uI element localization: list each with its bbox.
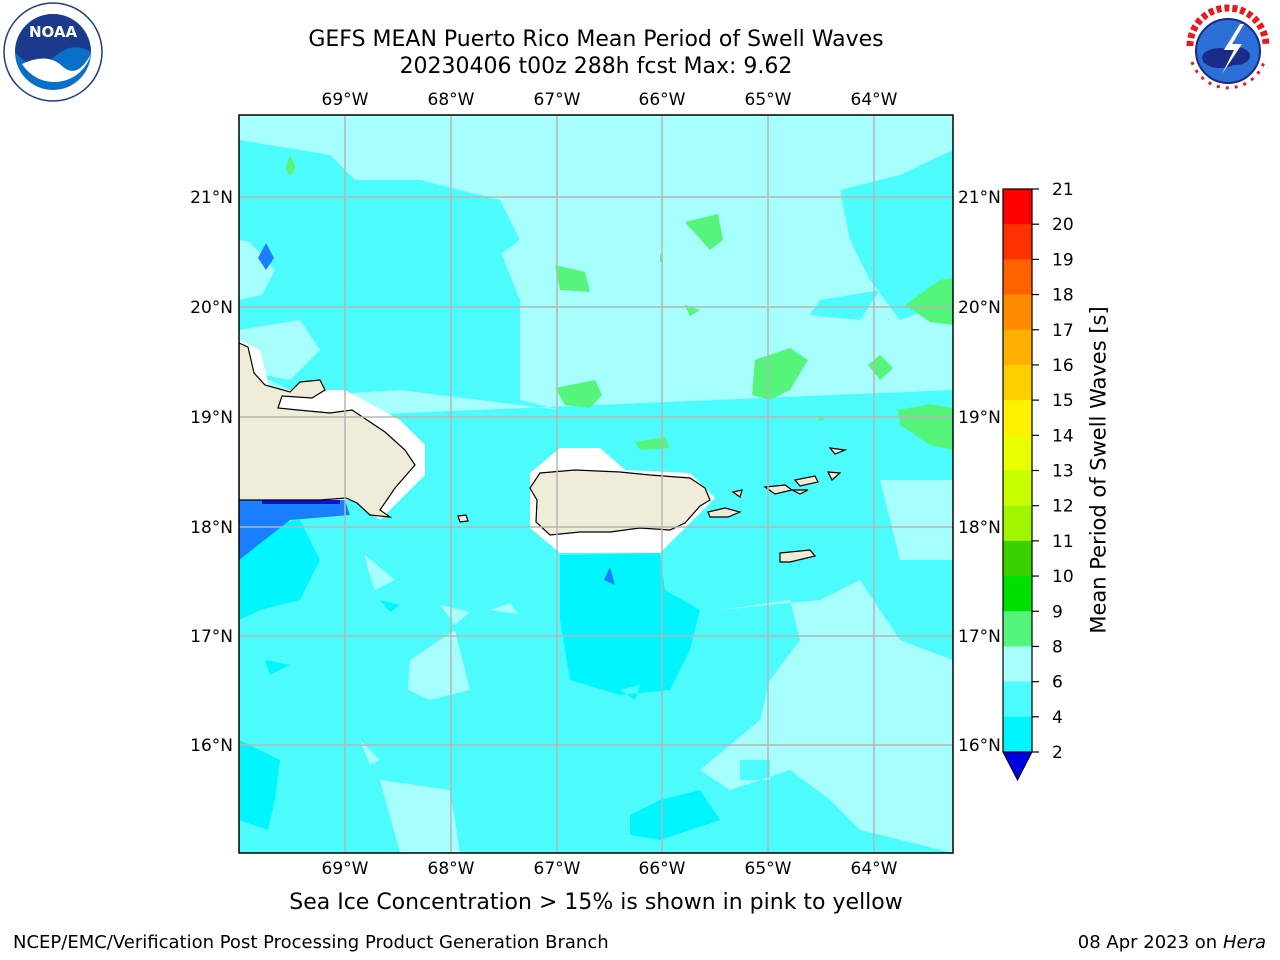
map-gridlines: [239, 115, 953, 853]
lat-label-right: 20°N: [958, 298, 1001, 318]
colorbar-segment: [1003, 364, 1032, 401]
svg-text:NOAA: NOAA: [29, 23, 78, 41]
lon-label-top: 66°W: [639, 90, 686, 110]
axis-tick-labels: 69°W 69°W 68°W 68°W 67°W 67°W 66°W 66°W 65°W 65°W…: [190, 90, 1001, 879]
lat-label-right: 19°N: [958, 408, 1001, 428]
lon-label-top: 65°W: [745, 90, 792, 110]
nws-logo: [1181, 4, 1275, 98]
colorbar-tick-label: 15: [1052, 391, 1074, 411]
lon-label-bottom: 67°W: [534, 859, 581, 879]
lon-label-top: 64°W: [851, 90, 898, 110]
colorbar: 21 20 19 18 17 16 15 14 13 12 11 10 9 8 6 4 2: [1002, 180, 1074, 782]
colorbar-segment: [1003, 189, 1032, 225]
colorbar-segment: [1003, 716, 1032, 753]
colorbar-segment: [1003, 505, 1032, 542]
colorbar-segment: [1003, 646, 1032, 683]
lon-label-bottom: 68°W: [428, 859, 475, 879]
lat-label-right: 21°N: [958, 188, 1001, 208]
lat-label-left: 21°N: [190, 188, 233, 208]
map-frame: [238, 114, 954, 854]
footer-date: 08 Apr 2023 on Hera: [1078, 932, 1266, 953]
small-islands: [457, 447, 848, 563]
lat-label-left: 17°N: [190, 627, 233, 647]
lon-label-bottom: 64°W: [851, 859, 898, 879]
colorbar-tick-label: 16: [1052, 356, 1074, 376]
colorbar-tick-label: 6: [1052, 673, 1063, 693]
lon-label-top: 67°W: [534, 90, 581, 110]
colorbar-segment: [1003, 259, 1032, 296]
swell-period-field: [239, 115, 953, 853]
colorbar-segment: [1003, 294, 1032, 331]
ocean-region-4-6s: [239, 520, 720, 840]
colorbar-tick-label: 12: [1052, 497, 1074, 517]
colorbar-tick-label: 19: [1052, 250, 1074, 270]
lat-label-right: 17°N: [958, 627, 1001, 647]
lat-label-left: 19°N: [190, 408, 233, 428]
colorbar-tick-label: 18: [1052, 286, 1074, 306]
colorbar-tick-label: 4: [1052, 708, 1063, 728]
ocean-region-8-9s-patches: [239, 378, 953, 853]
colorbar-tick-label: 20: [1052, 215, 1074, 235]
colorbar-segment: [1003, 329, 1032, 366]
lon-label-bottom: 66°W: [639, 859, 686, 879]
colorbar-segment: [1003, 435, 1032, 471]
colorbar-segment: [1003, 540, 1032, 577]
colorbar-tick-label: 10: [1052, 567, 1074, 587]
footer-date-text: 08 Apr 2023 on: [1077, 932, 1223, 953]
hispaniola-land: [239, 342, 416, 518]
lon-label-bottom: 69°W: [322, 859, 369, 879]
chart-title: GEFS MEAN Puerto Rico Mean Period of Swe…: [308, 27, 884, 52]
ocean-region-9-10s: [285, 155, 953, 450]
lat-label-right: 16°N: [958, 736, 1001, 756]
colorbar-segment: [1003, 224, 1032, 260]
footer-system: Hera: [1222, 932, 1266, 953]
sea-ice-note: Sea Ice Concentration > 15% is shown in …: [289, 890, 903, 915]
colorbar-tick-label: 13: [1052, 462, 1074, 482]
lat-label-left: 16°N: [190, 736, 233, 756]
colorbar-segment: [1003, 576, 1032, 612]
colorbar-tick-label: 21: [1052, 180, 1074, 200]
colorbar-tick-label: 14: [1052, 426, 1074, 446]
lat-label-left: 18°N: [190, 518, 233, 538]
chart-subtitle: 20230406 t00z 288h fcst Max: 9.62: [399, 54, 793, 79]
lon-label-top: 68°W: [428, 90, 475, 110]
noaa-logo: NOAA: [3, 2, 103, 102]
lon-label-top: 69°W: [322, 90, 369, 110]
lat-label-left: 20°N: [190, 298, 233, 318]
colorbar-tick-label: 2: [1052, 743, 1063, 763]
lat-label-right: 18°N: [958, 518, 1001, 538]
colorbar-segment: [1003, 611, 1032, 647]
ocean-region-under-2s: [262, 500, 340, 504]
colorbar-tick-label: 9: [1052, 602, 1063, 622]
colorbar-segment: [1003, 400, 1032, 436]
colorbar-segment: [1003, 681, 1032, 718]
lon-label-bottom: 65°W: [745, 859, 792, 879]
colorbar-label: Mean Period of Swell Waves [s]: [1086, 306, 1111, 634]
colorbar-tick-label: 17: [1052, 321, 1074, 341]
colorbar-segment: [1003, 470, 1032, 507]
colorbar-tick-label: 8: [1052, 637, 1063, 657]
colorbar-extend-arrow: [1002, 751, 1033, 782]
colorbar-tick-label: 11: [1052, 532, 1074, 552]
footer-branch: NCEP/EMC/Verification Post Processing Pr…: [13, 932, 609, 953]
ocean-region-6-8s-north: [239, 140, 953, 520]
